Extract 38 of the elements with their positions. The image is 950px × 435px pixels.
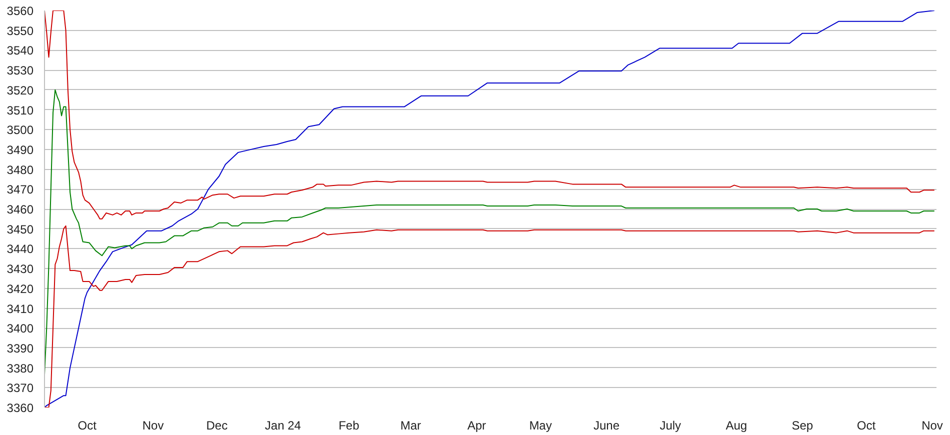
y-tick-label: 3550	[6, 24, 34, 38]
x-tick-label: Dec	[206, 418, 228, 432]
y-tick-label: 3560	[6, 4, 34, 18]
x-tick-label: Nov	[922, 418, 943, 432]
y-tick-label: 3520	[6, 83, 34, 98]
y-tick-label: 3420	[6, 282, 34, 296]
y-tick-label: 3380	[6, 361, 34, 376]
x-tick-label: June	[594, 418, 620, 432]
y-tick-label: 3540	[6, 44, 34, 58]
y-tick-label: 3490	[6, 142, 34, 157]
y-tick-label: 3480	[6, 162, 34, 177]
y-tick-label: 3400	[6, 322, 34, 336]
y-tick-label: 3360	[6, 401, 34, 415]
x-tick-label: Oct	[856, 418, 876, 432]
y-tick-label: 3470	[6, 182, 34, 197]
y-tick-label: 3390	[6, 341, 34, 356]
x-tick-label: May	[529, 418, 552, 432]
y-tick-label: 3500	[6, 123, 34, 138]
y-tick-label: 3410	[6, 302, 34, 316]
y-tick-label: 3510	[6, 103, 34, 118]
y-tick-label: 3370	[6, 381, 34, 396]
line-series	[44, 225, 935, 408]
y-tick-label: 3430	[6, 262, 34, 276]
x-tick-label: Apr	[467, 418, 486, 432]
y-tick-label: 3440	[6, 242, 34, 256]
x-tick-label: Oct	[78, 418, 98, 432]
y-tick-label: 3450	[6, 222, 34, 236]
x-tick-label: Feb	[338, 418, 360, 432]
line-series	[44, 10, 935, 408]
x-tick-label: Nov	[142, 418, 164, 432]
x-tick-label: Mar	[400, 418, 422, 432]
x-tick-label: July	[660, 418, 682, 432]
x-tick-label: Aug	[726, 418, 748, 432]
x-tick-label: Sep	[792, 418, 814, 432]
y-tick-label: 3530	[6, 64, 34, 78]
x-tick-label: Jan 24	[264, 418, 302, 432]
line-series	[44, 10, 935, 220]
y-tick-label: 3460	[6, 202, 34, 216]
